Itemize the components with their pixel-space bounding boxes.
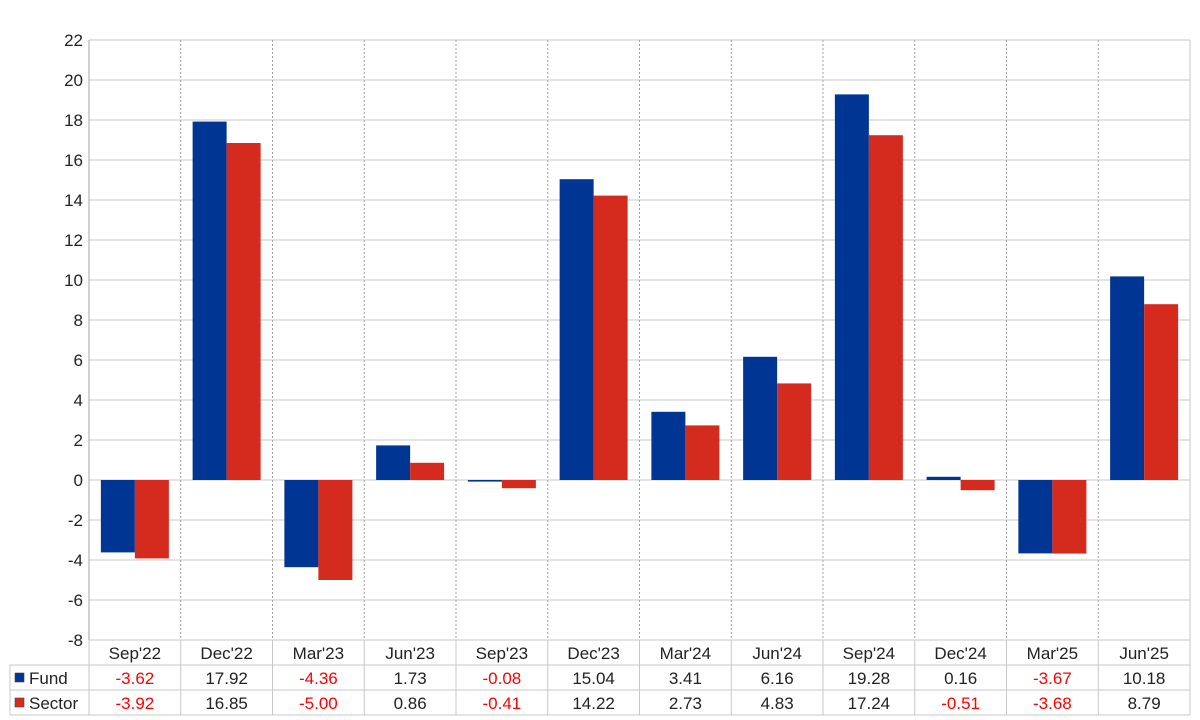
y-tick-label: 22 [64, 31, 83, 50]
data-label-sector: -0.51 [941, 694, 980, 713]
y-tick-label: -2 [68, 511, 83, 530]
bar-sector-Jun'23 [410, 462, 445, 480]
bar-sector-Dec'23 [593, 195, 628, 480]
y-tick-label: -6 [68, 591, 83, 610]
bar-sector-Sep'23 [501, 480, 536, 489]
x-tick-label: Dec'23 [567, 644, 619, 663]
y-tick-label: 4 [74, 391, 83, 410]
data-label-fund: 1.73 [394, 669, 427, 688]
bar-sector-Mar'23 [318, 480, 353, 580]
y-tick-label: 12 [64, 231, 83, 250]
data-label-sector: 4.83 [761, 694, 794, 713]
bar-fund-Mar'23 [284, 480, 319, 568]
data-label-fund: 17.92 [205, 669, 248, 688]
data-label-sector: 8.79 [1128, 694, 1161, 713]
x-tick-label: Dec'22 [200, 644, 252, 663]
grid-lines [88, 39, 1191, 641]
bar-fund-Mar'24 [651, 411, 686, 480]
data-label-fund: -4.36 [299, 669, 338, 688]
y-tick-label: 16 [64, 151, 83, 170]
bar-sector-Mar'24 [685, 425, 720, 480]
y-tick-label: 18 [64, 111, 83, 130]
bar-fund-Dec'22 [192, 121, 227, 480]
bar-sector-Mar'25 [1052, 480, 1087, 554]
data-label-sector: 17.24 [848, 694, 891, 713]
bar-sector-Dec'22 [226, 143, 261, 480]
bar-fund-Jun'24 [743, 356, 778, 480]
data-label-fund: 6.16 [761, 669, 794, 688]
bar-fund-Sep'24 [834, 94, 869, 481]
x-tick-label: Sep'24 [843, 644, 895, 663]
data-label-fund: 15.04 [572, 669, 615, 688]
data-label-fund: 0.16 [944, 669, 977, 688]
bar-sector-Dec'24 [960, 480, 995, 491]
data-label-fund: 19.28 [848, 669, 891, 688]
data-label-sector: -5.00 [299, 694, 338, 713]
bar-sector-Jun'24 [777, 383, 812, 480]
data-label-sector: -3.92 [116, 694, 155, 713]
data-label-sector: 0.86 [394, 694, 427, 713]
y-tick-label: 10 [64, 271, 83, 290]
data-label-fund: -0.08 [483, 669, 522, 688]
y-tick-label: 2 [74, 431, 83, 450]
y-tick-label: 14 [64, 191, 83, 210]
bar-fund-Sep'23 [467, 480, 502, 482]
x-tick-label: Sep'23 [476, 644, 528, 663]
x-tick-label: Dec'24 [934, 644, 986, 663]
bar-fund-Jun'23 [376, 445, 411, 480]
data-label-fund: -3.62 [116, 669, 155, 688]
bar-sector-Sep'22 [134, 480, 169, 559]
bar-fund-Mar'25 [1018, 480, 1053, 554]
data-label-sector: -0.41 [483, 694, 522, 713]
x-tick-label: Jun'25 [1119, 644, 1169, 663]
legend-label-sector: Sector [29, 694, 78, 713]
data-label-fund: 3.41 [669, 669, 702, 688]
bar-fund-Dec'24 [926, 476, 961, 480]
legend-label-fund: Fund [29, 669, 68, 688]
y-tick-label: 6 [74, 351, 83, 370]
y-tick-label: 0 [74, 471, 83, 490]
y-tick-label: -4 [68, 551, 83, 570]
legend-swatch-fund [14, 672, 25, 683]
x-tick-label: Mar'24 [660, 644, 711, 663]
data-label-sector: 2.73 [669, 694, 702, 713]
bar-fund-Dec'23 [559, 179, 594, 480]
bar-sector-Sep'24 [868, 135, 903, 480]
data-label-sector: 14.22 [572, 694, 615, 713]
x-tick-label: Sep'22 [109, 644, 161, 663]
bar-sector-Jun'25 [1144, 304, 1179, 480]
bar-fund-Jun'25 [1110, 276, 1145, 480]
x-tick-label: Jun'24 [752, 644, 802, 663]
x-tick-label: Jun'23 [385, 644, 435, 663]
legend-swatch-sector [14, 697, 25, 708]
data-table: Sep'22 Dec'22 Mar'23 Jun'23 Sep'23 Dec'23 Mar'… [9, 639, 1191, 716]
data-label-sector: 16.85 [205, 694, 248, 713]
y-tick-label: 20 [64, 71, 83, 90]
y-tick-label: -8 [68, 631, 83, 650]
bar-fund-Sep'22 [100, 480, 135, 553]
data-label-sector: -3.68 [1033, 694, 1072, 713]
y-tick-label: 8 [74, 311, 83, 330]
data-label-fund: -3.67 [1033, 669, 1072, 688]
x-tick-label: Mar'25 [1027, 644, 1078, 663]
x-tick-label: Mar'23 [293, 644, 344, 663]
bars [100, 94, 1179, 580]
data-label-fund: 10.18 [1123, 669, 1166, 688]
